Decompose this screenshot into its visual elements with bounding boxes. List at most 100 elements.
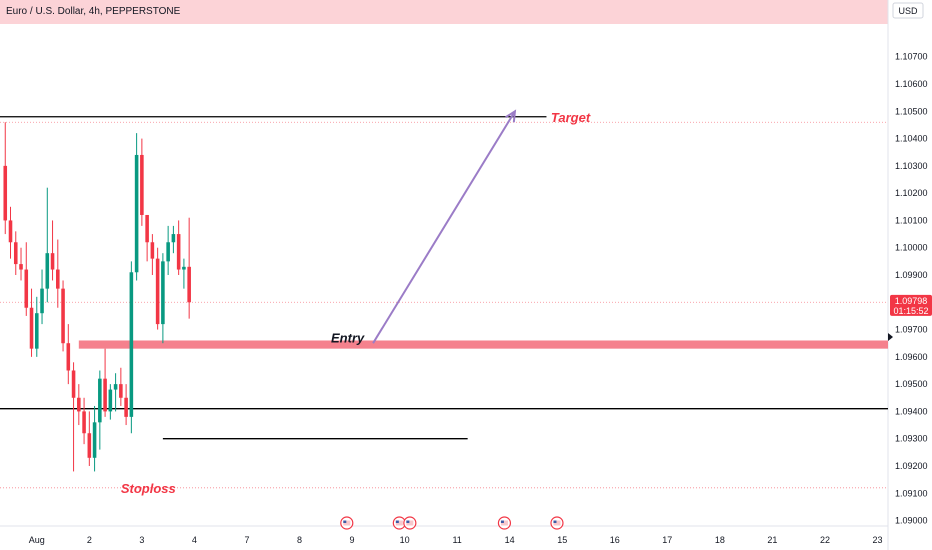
candle-body [103,378,107,412]
entry-zone-group[interactable] [78,340,888,349]
candle-body [3,165,8,221]
candle [129,261,134,434]
realtime-marker-icon [888,333,893,341]
candle [82,397,86,445]
price-tick-label: 1.09400 [895,406,928,416]
price-tick-label: 1.09200 [895,461,928,471]
candle-body [108,389,113,412]
price-tick-label: 1.09100 [895,488,928,498]
candle [103,348,107,417]
price-tick-label: 1.10600 [895,79,928,89]
time-tick-label: 16 [610,535,620,545]
event-icon-flag [553,520,561,526]
target-arrow-group[interactable] [372,109,517,344]
price-tick-label: 1.10200 [895,188,928,198]
entry-annotation[interactable]: Entry [331,330,365,345]
candle-body [119,384,123,398]
candle [176,220,181,275]
price-tick-label: 1.09900 [895,270,928,280]
economic-events[interactable] [340,516,564,530]
bar-countdown: 01:15:52 [893,306,928,316]
target-arrow-line[interactable] [372,110,516,344]
dotted-levels [0,121,888,489]
candle [34,296,39,357]
candle [145,214,149,262]
candle [134,133,139,281]
candle [61,280,65,352]
event-icon-canton [500,520,504,523]
candle-body [34,313,39,349]
entry-zone[interactable] [78,340,888,349]
event-icon-canton [395,520,399,523]
candle [29,288,34,357]
us-flag-icon[interactable] [403,516,417,530]
candle [171,225,176,254]
price-tick-label: 1.09300 [895,434,928,444]
price-tick-label: 1.10300 [895,161,928,171]
time-tick-label: 9 [350,535,355,545]
candle-body [134,154,139,273]
candle-body [166,242,170,262]
candle-body [24,269,29,308]
candle-body [66,343,71,371]
event-icon-flag [343,520,351,526]
time-tick-label: 23 [872,535,882,545]
candle [155,247,160,330]
candle [56,239,60,308]
time-tick-label: 15 [557,535,567,545]
event-icon-flag [500,520,508,526]
candle-body [40,288,44,314]
target-annotation[interactable]: Target [551,110,591,125]
time-tick-label: 21 [767,535,777,545]
candle [108,384,113,420]
price-tick-label: 1.10400 [895,134,928,144]
event-icon-flag [406,520,414,526]
candle-body [82,411,86,434]
candle-body [56,269,60,289]
candle-body [98,378,102,423]
time-tick-label: Aug [29,535,45,545]
candle [8,206,13,259]
candle-body [45,253,50,289]
candle [40,269,44,325]
us-flag-icon[interactable] [550,516,564,530]
horizontal-levels [0,116,888,440]
candle-body [140,154,144,215]
current-price-label: 1.09798 01:15:52 [890,294,932,316]
candle [182,258,186,289]
time-tick-label: 4 [192,535,197,545]
time-tick-label: 7 [244,535,249,545]
stoploss-annotation[interactable]: Stoploss [121,481,176,496]
price-axis-ticks[interactable]: 1.09000 1.09100 1.09200 1.09300 1.09400 1.095… [895,52,928,526]
candle [50,220,55,281]
time-tick-label: 3 [139,535,144,545]
candlesticks [3,122,191,472]
price-tick-label: 1.09000 [895,516,928,526]
candle-body [29,307,34,349]
candle-body [129,272,134,417]
candle-body [124,397,128,417]
candle [113,373,118,412]
candle-body [145,214,149,243]
time-tick-label: 18 [715,535,725,545]
time-tick-label: 2 [87,535,92,545]
price-tick-label: 1.10000 [895,243,928,253]
event-icon-canton [553,520,557,523]
candle-body [13,242,18,265]
candle [19,247,23,281]
candle-body [92,422,97,458]
candle [71,362,76,472]
arrowhead-icon[interactable] [505,109,517,123]
price-tick-label: 1.10700 [895,52,928,62]
us-flag-icon[interactable] [340,516,354,530]
chart-title: Euro / U.S. Dollar, 4h, PEPPERSTONE [6,6,181,17]
currency-button[interactable] [892,2,924,19]
us-flag-icon[interactable] [392,516,406,530]
candle-body [150,242,155,259]
price-tick-label: 1.10100 [895,215,928,225]
time-axis-ticks[interactable]: Aug 2 3 4 7 8 9 10 11 14 15 16 17 18 21 22 23 [29,535,883,545]
candle-body [187,266,191,303]
candle-body [71,370,76,398]
us-flag-icon[interactable] [497,516,512,530]
